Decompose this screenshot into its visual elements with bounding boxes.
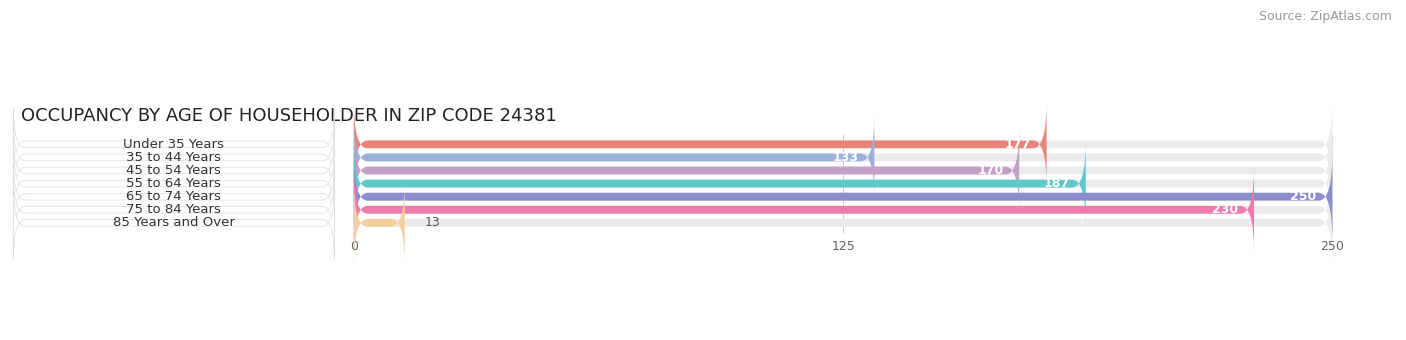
FancyBboxPatch shape	[354, 116, 875, 199]
Text: Under 35 Years: Under 35 Years	[124, 138, 225, 151]
Text: 65 to 74 Years: 65 to 74 Years	[127, 190, 221, 203]
Text: 170: 170	[977, 164, 1004, 177]
FancyBboxPatch shape	[354, 155, 1333, 239]
FancyBboxPatch shape	[354, 181, 405, 265]
FancyBboxPatch shape	[354, 181, 1333, 265]
FancyBboxPatch shape	[354, 168, 1333, 252]
Text: 230: 230	[1212, 203, 1239, 216]
Text: 45 to 54 Years: 45 to 54 Years	[127, 164, 221, 177]
Text: OCCUPANCY BY AGE OF HOUSEHOLDER IN ZIP CODE 24381: OCCUPANCY BY AGE OF HOUSEHOLDER IN ZIP C…	[21, 107, 557, 125]
FancyBboxPatch shape	[14, 148, 335, 220]
FancyBboxPatch shape	[354, 142, 1333, 225]
FancyBboxPatch shape	[354, 102, 1046, 186]
FancyBboxPatch shape	[354, 129, 1019, 212]
Text: 133: 133	[832, 151, 859, 164]
Text: 85 Years and Over: 85 Years and Over	[112, 216, 235, 230]
FancyBboxPatch shape	[354, 116, 1333, 199]
FancyBboxPatch shape	[14, 187, 335, 259]
FancyBboxPatch shape	[14, 108, 335, 180]
Text: 75 to 84 Years: 75 to 84 Years	[127, 203, 221, 216]
FancyBboxPatch shape	[354, 142, 1085, 225]
Text: 177: 177	[1005, 138, 1031, 151]
Text: Source: ZipAtlas.com: Source: ZipAtlas.com	[1258, 10, 1392, 23]
Text: 13: 13	[425, 216, 440, 230]
FancyBboxPatch shape	[14, 161, 335, 233]
Text: 35 to 44 Years: 35 to 44 Years	[127, 151, 221, 164]
FancyBboxPatch shape	[354, 168, 1254, 252]
FancyBboxPatch shape	[14, 135, 335, 206]
Text: 187: 187	[1045, 177, 1070, 190]
FancyBboxPatch shape	[14, 174, 335, 246]
FancyBboxPatch shape	[354, 129, 1333, 212]
FancyBboxPatch shape	[354, 102, 1333, 186]
FancyBboxPatch shape	[14, 121, 335, 193]
Text: 55 to 64 Years: 55 to 64 Years	[127, 177, 221, 190]
FancyBboxPatch shape	[354, 155, 1333, 239]
Text: 250: 250	[1291, 190, 1316, 203]
